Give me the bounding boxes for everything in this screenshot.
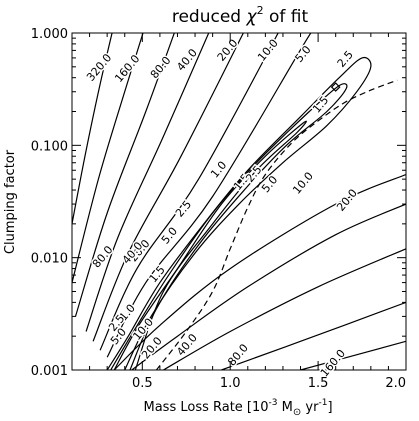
x-tick-label: 1.5 xyxy=(308,376,329,391)
model-curve xyxy=(155,79,398,370)
contour-label: 5.0 xyxy=(259,173,280,195)
contour-label: 320.0 xyxy=(84,51,114,83)
contour-line xyxy=(113,173,406,370)
x-axis-label: Mass Loss Rate [10-3 M⊙ yr-1] xyxy=(143,398,332,418)
contour-label: 10.0 xyxy=(290,170,316,197)
contour-label: 2.5 xyxy=(335,48,356,70)
contour-label: 80.0 xyxy=(225,341,251,368)
contour-label: 80.0 xyxy=(148,54,174,81)
contour-line xyxy=(74,33,175,317)
contour-line xyxy=(300,340,406,370)
contour-line xyxy=(99,33,279,351)
contour-line xyxy=(85,33,210,332)
y-tick-label: 0.100 xyxy=(31,139,68,154)
axis-ticks: 0.5 1.0 1.5 2.0 0.001 0.010 0.100 1.000 xyxy=(31,27,407,391)
contour-line xyxy=(92,33,244,342)
contour-line xyxy=(221,301,406,370)
contour-line xyxy=(106,56,372,370)
contour-label: 5.0 xyxy=(293,43,314,65)
contour-line xyxy=(131,203,406,370)
contour-lines xyxy=(72,33,406,370)
contour-line xyxy=(72,33,144,283)
contour-label: 80.0 xyxy=(90,243,116,270)
contour-line xyxy=(72,33,113,225)
plot-frame xyxy=(71,32,407,371)
contour-label: 1.5 xyxy=(310,94,331,116)
contour-label: 40.0 xyxy=(174,46,200,73)
contour-line xyxy=(106,33,312,358)
contour-line xyxy=(163,248,406,370)
contour-label: 160.0 xyxy=(318,347,348,379)
contour-line xyxy=(113,120,307,370)
y-axis-label: Clumping factor xyxy=(3,149,18,254)
chart-title: reduced χ2 of fit xyxy=(172,4,309,27)
diamond-marker xyxy=(330,82,341,92)
y-tick-label: 0.001 xyxy=(31,364,68,379)
dashed-curve xyxy=(155,79,398,370)
contour-label: 20.0 xyxy=(215,37,241,64)
contour-label: 10.0 xyxy=(255,37,281,64)
x-tick-label: 2.0 xyxy=(385,376,406,391)
contour-label: 1.0 xyxy=(208,159,229,181)
y-tick-label: 0.010 xyxy=(31,252,68,267)
contour-label: 20.0 xyxy=(334,187,360,214)
contour-label: 2.5 xyxy=(173,198,194,220)
x-tick-label: 1.0 xyxy=(220,376,241,391)
x-tick-label: 0.5 xyxy=(132,376,153,391)
minimum-marker xyxy=(330,82,341,92)
contour-line xyxy=(110,83,348,370)
contour-label: 160.0 xyxy=(112,52,142,84)
y-tick-label: 1.000 xyxy=(31,27,68,42)
